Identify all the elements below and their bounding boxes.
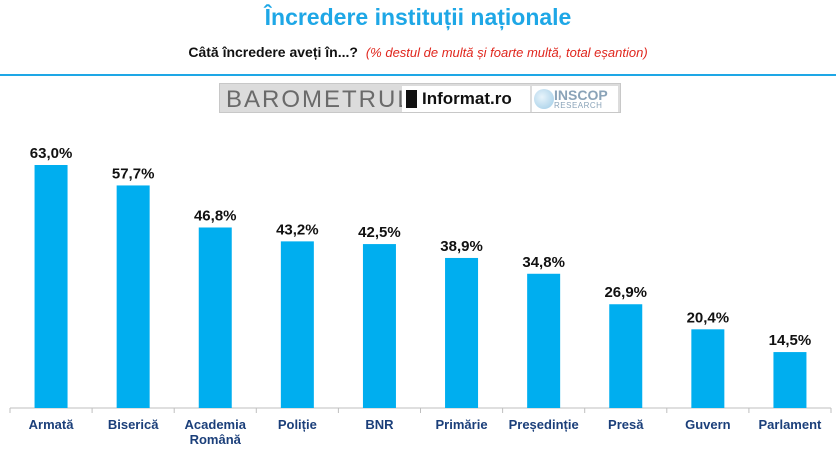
category-label: Presă bbox=[608, 417, 644, 432]
data-label: 34,8% bbox=[522, 254, 565, 271]
category-label: Biserică bbox=[108, 417, 159, 432]
bar bbox=[116, 185, 150, 408]
chart-subtitle: Câtă încredere aveți în...? (% destul de… bbox=[0, 44, 836, 60]
inscop-logo-text: INSCOP bbox=[554, 87, 608, 103]
inscop-research-text: RESEARCH bbox=[554, 101, 603, 110]
informat-logo: Informat.ro bbox=[402, 86, 530, 112]
category-label: Armată bbox=[29, 417, 75, 432]
bar bbox=[773, 352, 807, 408]
bar bbox=[34, 165, 68, 408]
survey-question: Câtă încredere aveți în...? bbox=[188, 44, 358, 60]
barometrul-logo: BAROMETRUL bbox=[226, 86, 413, 113]
data-label: 20,4% bbox=[687, 309, 730, 326]
category-label: Poliție bbox=[278, 417, 317, 432]
category-label: Guvern bbox=[685, 417, 731, 432]
header-divider bbox=[0, 74, 836, 76]
chart-title: Încredere instituții naționale bbox=[264, 4, 572, 30]
data-label: 38,9% bbox=[440, 238, 483, 255]
category-label: Parlament bbox=[759, 417, 823, 432]
bar bbox=[445, 257, 479, 408]
data-label: 42,5% bbox=[358, 224, 401, 241]
informat-mark-icon bbox=[406, 90, 417, 108]
bar bbox=[362, 244, 396, 408]
bar bbox=[527, 273, 561, 408]
survey-note: (% destul de multă și foarte multă, tota… bbox=[365, 45, 648, 60]
informat-logo-text: Informat.ro bbox=[422, 89, 512, 108]
category-label: Președinție bbox=[509, 417, 579, 432]
bar bbox=[691, 329, 725, 408]
bar bbox=[280, 241, 314, 408]
data-label: 46,8% bbox=[194, 207, 237, 224]
sponsor-logo-bar: BAROMETRUL Informat.ro INSCOP RESEARCH bbox=[219, 83, 621, 113]
inscop-logo: INSCOP RESEARCH bbox=[532, 86, 618, 112]
category-label: Academia Română bbox=[185, 417, 247, 447]
data-label: 14,5% bbox=[769, 332, 812, 349]
bar bbox=[609, 304, 643, 408]
data-label: 26,9% bbox=[604, 284, 647, 301]
data-label: 43,2% bbox=[276, 221, 319, 238]
data-label: 63,0% bbox=[30, 145, 73, 162]
bar bbox=[198, 227, 232, 408]
data-label: 57,7% bbox=[112, 165, 155, 182]
inscop-globe-icon bbox=[534, 89, 554, 109]
category-label: Primărie bbox=[436, 417, 488, 432]
category-label: BNR bbox=[365, 417, 394, 432]
